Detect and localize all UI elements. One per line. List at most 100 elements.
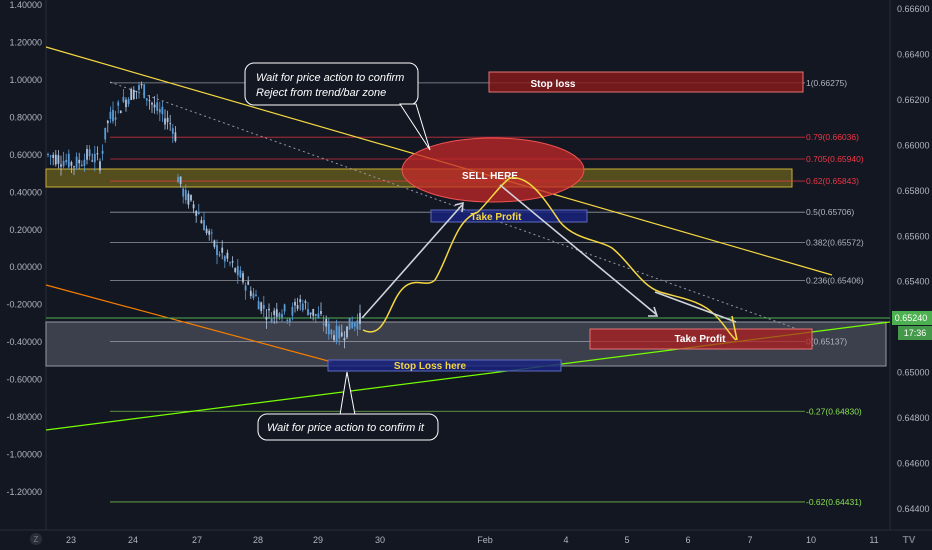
candle-body xyxy=(244,285,247,291)
candle-body xyxy=(296,305,299,309)
candle-body xyxy=(143,84,146,99)
candle-body xyxy=(49,155,52,157)
take-profit-box-2[interactable] xyxy=(589,328,813,350)
orange-trendline[interactable] xyxy=(45,284,333,363)
callout-top-box xyxy=(244,62,419,106)
candle-body xyxy=(62,160,65,167)
arrow-up-head xyxy=(454,201,464,213)
stop-loss-box-top[interactable] xyxy=(488,71,804,93)
callout-top-line2: Reject from trend/bar zone xyxy=(256,87,386,99)
candle-body xyxy=(325,318,328,327)
candle-body xyxy=(161,106,164,115)
arrow-up-to-sell xyxy=(361,204,463,319)
candle-body xyxy=(242,273,244,283)
arrow-final-yellow xyxy=(731,315,738,341)
candle-body xyxy=(190,195,192,201)
candle-body xyxy=(205,228,208,234)
candle-body xyxy=(278,313,281,318)
candle-body xyxy=(283,304,286,312)
candle-body xyxy=(213,240,216,247)
candle-body xyxy=(65,160,68,163)
candle-body xyxy=(132,89,135,99)
candle-body xyxy=(122,96,125,102)
sell-here-label: SELL HERE xyxy=(462,171,518,182)
candle-body xyxy=(359,312,361,324)
candle-body xyxy=(127,99,130,105)
left-tick-label: 1.40000 xyxy=(9,0,42,10)
candle-body xyxy=(322,323,325,326)
candle-body xyxy=(249,290,252,296)
candle-body xyxy=(182,188,185,197)
dotted-trendline[interactable] xyxy=(109,81,801,331)
right-tick-label: 0.64600 xyxy=(897,459,930,469)
candle-body xyxy=(140,83,143,86)
fib-level-label: 0.382(0.65572) xyxy=(806,238,864,248)
candle-body xyxy=(130,89,133,101)
callout-top[interactable]: Wait for price action to confirm Reject … xyxy=(244,62,431,151)
time-axis[interactable]: 23 24 27 28 29 30 Feb 4 5 6 7 10 11 xyxy=(66,535,879,545)
candle-body xyxy=(320,311,322,314)
callout-bottom[interactable]: Wait for price action to confirm it xyxy=(257,371,439,441)
left-tick-label: 0.60000 xyxy=(9,150,42,160)
candle-body xyxy=(333,335,335,341)
left-tick-label: 1.00000 xyxy=(9,75,42,85)
right-tick-label: 0.66000 xyxy=(897,140,930,150)
candle-body xyxy=(221,247,224,253)
candle-body xyxy=(57,155,60,164)
left-tick-label: -1.00000 xyxy=(6,450,42,460)
current-price-badge xyxy=(892,311,932,325)
candle-body xyxy=(281,314,283,318)
fib-level-label: 0.236(0.65406) xyxy=(806,275,864,285)
right-tick-label: 0.65600 xyxy=(897,231,930,241)
candle-body xyxy=(47,153,49,156)
tv-logo-left-text: Z xyxy=(34,535,39,544)
candle-body xyxy=(112,109,114,122)
candle-body xyxy=(93,153,96,163)
take-profit-box-1[interactable] xyxy=(430,209,588,223)
projection-arrows xyxy=(361,184,738,341)
candle-body xyxy=(67,153,70,168)
left-axis[interactable]: 1.40000 1.20000 1.00000 0.80000 0.60000 0.400… xyxy=(6,0,42,497)
candle-body xyxy=(174,132,177,141)
candle-body xyxy=(145,98,148,101)
candle-body xyxy=(327,323,330,335)
take-profit-2-label: Take Profit xyxy=(675,334,727,345)
candle-body xyxy=(236,266,239,276)
candlestick-series[interactable] xyxy=(47,81,361,349)
candle-body xyxy=(239,270,242,278)
candle-body xyxy=(192,204,195,209)
fib-level-label: 0.5(0.65706) xyxy=(806,207,854,217)
right-axis[interactable]: 0.66600 0.66400 0.66200 0.66000 0.65800 0.656… xyxy=(897,4,930,514)
stop-loss-box-bottom[interactable] xyxy=(327,359,562,372)
candle-body xyxy=(171,128,174,134)
left-tick-label: 0.80000 xyxy=(9,112,42,122)
projected-price-path xyxy=(362,177,737,341)
x-tick-label: 4 xyxy=(563,535,568,545)
candle-body xyxy=(223,256,226,262)
right-tick-label: 0.65000 xyxy=(897,368,930,378)
right-tick-label: 0.66200 xyxy=(897,95,930,105)
tv-logo-right[interactable]: TV xyxy=(903,535,916,546)
candle-body xyxy=(78,159,81,164)
right-tick-label: 0.65800 xyxy=(897,186,930,196)
candle-body xyxy=(247,281,250,285)
candle-body xyxy=(340,332,343,337)
candle-body xyxy=(260,302,263,312)
x-tick-label: 27 xyxy=(192,535,202,545)
candle-body xyxy=(184,189,187,201)
candle-body xyxy=(286,319,289,321)
callout-top-line1: Wait for price action to confirm xyxy=(256,72,404,84)
left-tick-label: -0.80000 xyxy=(6,412,42,422)
candle-body xyxy=(252,293,255,299)
tv-logo-left[interactable] xyxy=(30,533,42,545)
candle-body xyxy=(314,314,317,316)
right-tick-label: 0.66600 xyxy=(897,4,930,14)
candle-body xyxy=(156,102,159,111)
candle-body xyxy=(255,294,257,296)
candle-body xyxy=(309,312,312,315)
candle-body xyxy=(273,310,276,315)
candle-body xyxy=(125,99,127,108)
candle-body xyxy=(231,261,234,263)
sell-zone-ellipse[interactable] xyxy=(401,137,585,203)
fib-level-label: 0.79(0.66036) xyxy=(806,132,859,142)
